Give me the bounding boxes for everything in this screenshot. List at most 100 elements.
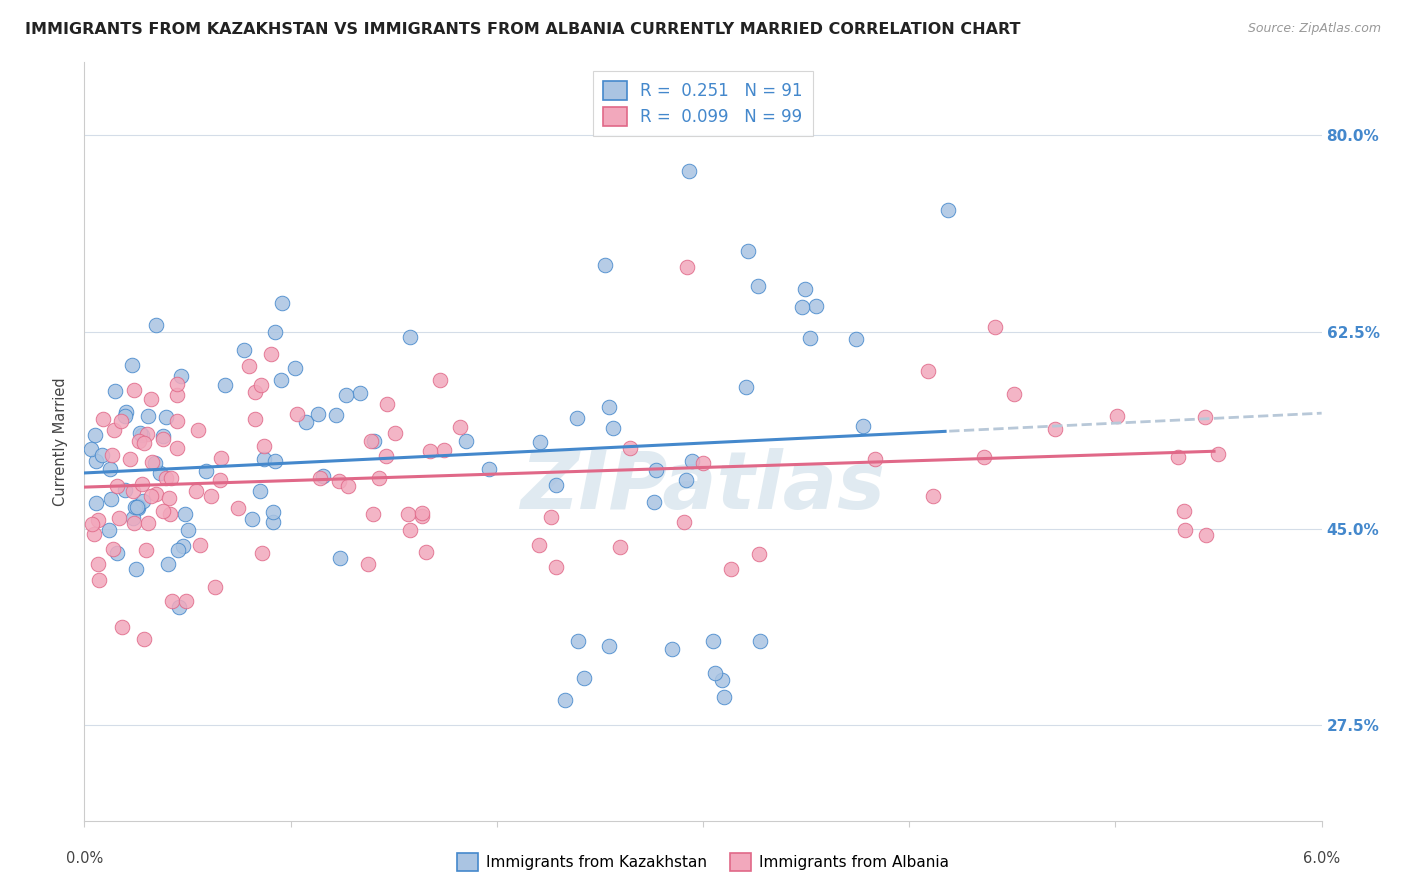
Point (132, 494, 155, 508)
Point (449, 420, 471, 434)
Point (349, 386, 371, 401)
Point (233, 343, 256, 358)
Point (747, 278, 769, 293)
Point (84, 454, 107, 468)
Point (122, 383, 145, 397)
Point (152, 433, 174, 447)
Point (609, 541, 631, 555)
Point (177, 523, 200, 537)
Text: 0.0%: 0.0% (66, 851, 103, 866)
Point (114, 483, 136, 497)
Point (131, 427, 153, 442)
Point (172, 540, 194, 554)
Point (711, 673, 734, 687)
Point (368, 471, 391, 485)
Point (145, 318, 167, 333)
Point (312, 469, 335, 483)
Point (1195, 528, 1218, 542)
Point (127, 499, 149, 513)
Point (264, 454, 287, 468)
Point (80, 516, 103, 531)
Point (132, 632, 155, 646)
Point (396, 507, 419, 521)
Point (806, 299, 828, 313)
Point (84, 496, 107, 510)
Point (748, 547, 770, 561)
Point (155, 471, 177, 485)
Point (1194, 409, 1216, 424)
Point (713, 690, 735, 704)
Point (204, 581, 226, 595)
Point (122, 516, 145, 531)
Point (103, 423, 125, 437)
Point (80, 442, 103, 457)
Point (240, 512, 263, 526)
Point (361, 508, 384, 522)
Point (141, 455, 163, 469)
Point (105, 546, 128, 560)
Point (1174, 523, 1197, 537)
Point (162, 594, 184, 608)
Point (211, 450, 233, 465)
Point (1173, 504, 1195, 518)
Point (263, 325, 285, 339)
Point (174, 507, 197, 521)
Point (399, 329, 422, 343)
Point (238, 359, 260, 373)
Point (737, 244, 759, 259)
Point (845, 332, 868, 346)
Point (983, 320, 1005, 334)
Point (209, 473, 232, 487)
Point (91, 412, 114, 426)
Legend: Immigrants from Kazakhstan, Immigrants from Albania: Immigrants from Kazakhstan, Immigrants f… (451, 847, 955, 877)
Point (214, 378, 236, 392)
Point (336, 479, 359, 493)
Point (540, 510, 562, 524)
Point (294, 415, 316, 429)
Point (415, 545, 437, 559)
Text: 6.0%: 6.0% (1303, 851, 1340, 866)
Point (253, 451, 276, 466)
Point (195, 464, 218, 478)
Point (676, 260, 699, 275)
Point (602, 421, 624, 435)
Point (86, 558, 108, 572)
Point (936, 202, 959, 217)
Point (188, 538, 211, 552)
Point (363, 434, 385, 449)
Point (793, 282, 815, 296)
Point (544, 559, 567, 574)
Point (83, 527, 105, 541)
Point (643, 494, 665, 508)
Point (384, 425, 406, 440)
Point (157, 558, 180, 572)
Point (285, 407, 308, 421)
Point (101, 541, 124, 556)
Point (97, 524, 120, 538)
Point (139, 392, 162, 407)
Point (84, 428, 107, 442)
Point (139, 489, 162, 503)
Text: ZIPatlas: ZIPatlas (520, 448, 886, 526)
Point (105, 479, 128, 493)
Point (90, 448, 112, 462)
Point (149, 466, 172, 480)
Point (157, 491, 180, 505)
Point (270, 373, 292, 387)
Point (702, 634, 724, 648)
Point (748, 634, 770, 648)
Point (136, 426, 159, 441)
Point (678, 164, 700, 178)
Text: Source: ZipAtlas.com: Source: ZipAtlas.com (1247, 22, 1381, 36)
Point (735, 379, 758, 393)
Point (1167, 450, 1189, 464)
Point (411, 508, 433, 523)
Text: IMMIGRANTS FROM KAZAKHSTAN VS IMMIGRANTS FROM ALBANIA CURRENTLY MARRIED CORRELAT: IMMIGRANTS FROM KAZAKHSTAN VS IMMIGRANTS… (25, 22, 1021, 37)
Point (87, 573, 110, 587)
Point (166, 442, 188, 456)
Point (111, 620, 134, 634)
Point (598, 401, 620, 415)
Point (100, 491, 122, 506)
Point (572, 671, 595, 685)
Point (917, 364, 939, 378)
